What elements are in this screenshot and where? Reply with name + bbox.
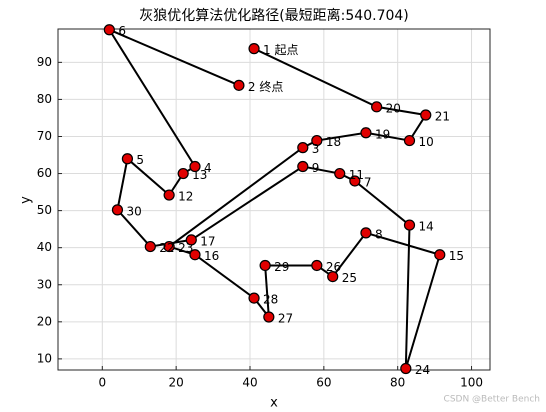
city-marker (163, 240, 175, 253)
x-tick-label: 80 (390, 376, 405, 390)
city-label: 28 (263, 293, 278, 307)
y-tick-label: 80 (37, 92, 52, 106)
chart-title: 灰狼优化算法优化路径(最短距离:540.704) (139, 7, 409, 24)
city-label: 4 (204, 161, 212, 175)
city-marker (349, 175, 361, 187)
city-label: 29 (274, 260, 289, 274)
x-tick-label: 60 (316, 376, 331, 390)
city-marker (360, 127, 372, 139)
city-marker (311, 259, 323, 272)
route-line (106, 27, 442, 369)
city-label: 14 (419, 220, 434, 234)
city-marker (189, 160, 201, 173)
city-label: 11 (349, 168, 364, 182)
city-label: 21 (435, 109, 450, 123)
x-tick-label: 100 (460, 376, 483, 390)
city-label: 20 (386, 101, 401, 115)
city-label: 5 (136, 153, 144, 167)
city-label: 24 (415, 363, 430, 377)
city-marker (297, 160, 309, 173)
city-marker (403, 134, 416, 147)
city-marker (121, 153, 134, 165)
city-marker (311, 134, 323, 147)
y-tick-label: 90 (37, 55, 52, 69)
city-label: 19 (375, 127, 390, 141)
city-label: 7 (364, 175, 372, 189)
city-label: 6 (118, 24, 126, 38)
city-label: 12 (178, 190, 193, 204)
city-label: 18 (326, 135, 341, 149)
y-tick-label: 30 (37, 277, 52, 291)
city-marker (434, 249, 446, 261)
city-label: 1 起点 (263, 43, 298, 57)
city-marker (103, 24, 115, 36)
city-label: 26 (326, 260, 341, 274)
city-label: 22 (159, 241, 174, 255)
city-marker (400, 362, 412, 375)
y-tick-label: 70 (37, 129, 52, 143)
city-label: 8 (375, 227, 383, 241)
city-marker (263, 311, 275, 323)
plot-area (58, 29, 490, 370)
city-marker (111, 204, 124, 216)
city-marker (297, 142, 309, 154)
city-label: 25 (342, 271, 357, 285)
city-label: 9 (312, 161, 320, 175)
city-label: 3 (312, 142, 320, 156)
watermark: CSDN @Better Bench (444, 395, 540, 405)
city-marker (259, 259, 271, 272)
x-tick-label: 20 (169, 376, 184, 390)
x-tick-label: 40 (242, 376, 257, 390)
city-marker (144, 240, 156, 253)
y-axis-label: y (19, 196, 34, 204)
city-label: 10 (419, 135, 434, 149)
city-marker (403, 219, 416, 231)
y-tick-label: 10 (37, 351, 52, 365)
y-tick-label: 50 (37, 203, 52, 217)
city-marker (420, 109, 432, 121)
city-marker (248, 43, 260, 55)
city-label: 2 终点 (248, 79, 283, 94)
city-marker (185, 234, 197, 246)
city-marker (163, 189, 175, 201)
city-label: 17 (200, 234, 215, 248)
city-marker (177, 167, 189, 180)
city-label: 15 (449, 249, 464, 263)
city-label: 27 (278, 311, 293, 325)
city-marker (248, 292, 260, 304)
y-tick-label: 20 (37, 314, 52, 328)
city-marker (233, 79, 245, 91)
city-label: 16 (204, 249, 219, 263)
city-marker (360, 227, 372, 239)
city-marker (327, 270, 339, 283)
y-tick-label: 60 (37, 166, 52, 180)
city-marker (189, 249, 201, 261)
x-axis-label: x (270, 396, 278, 411)
city-marker (371, 101, 383, 113)
y-tick-label: 40 (37, 240, 52, 254)
x-tick-label: 0 (98, 376, 106, 390)
city-label: 30 (126, 204, 141, 218)
axes-box (57, 28, 491, 371)
city-marker (334, 167, 346, 180)
